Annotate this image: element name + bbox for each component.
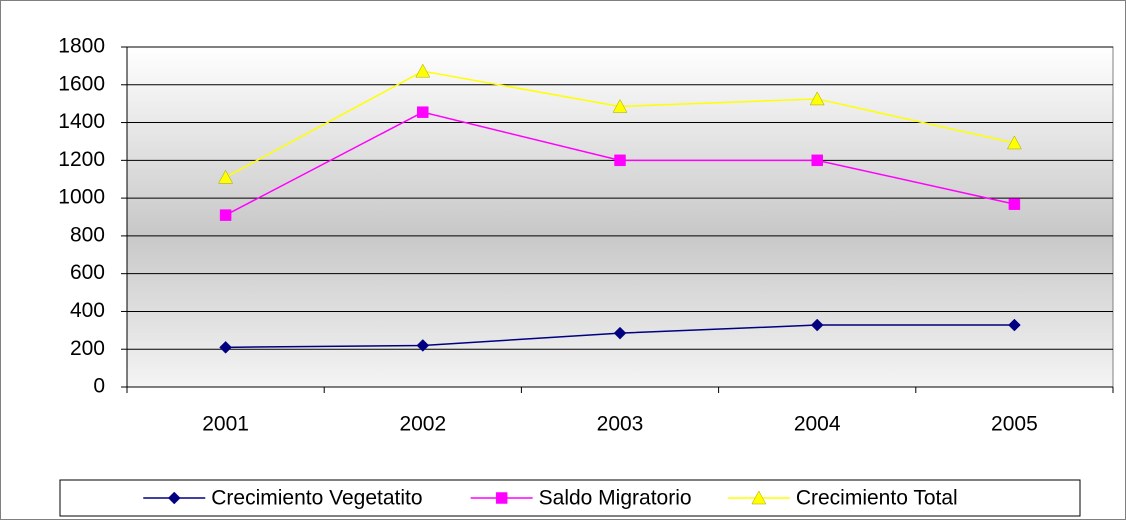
y-tick-label: 1800 (58, 35, 105, 58)
y-tick-label: 0 (93, 375, 105, 398)
marker (811, 154, 823, 167)
marker (1008, 198, 1021, 210)
y-tick-label: 600 (70, 261, 105, 284)
y-tick-label: 400 (70, 299, 105, 322)
marker (1006, 135, 1022, 150)
marker (809, 91, 825, 106)
legend-label: Saldo Migratorio (539, 487, 692, 510)
marker (810, 318, 824, 332)
marker (219, 340, 232, 354)
marker (415, 63, 431, 78)
marker (1008, 318, 1021, 332)
legend-label: Crecimiento Vegetatito (211, 487, 422, 510)
legend-box (59, 479, 1081, 517)
x-tick-label: 2004 (794, 413, 841, 436)
marker (614, 154, 626, 167)
marker (167, 491, 181, 505)
y-tick-label: 200 (70, 337, 105, 360)
marker (612, 98, 628, 113)
marker (495, 492, 508, 504)
x-tick-label: 2002 (399, 413, 446, 436)
x-tick-label: 2003 (597, 413, 644, 436)
marker (751, 490, 767, 505)
y-tick-label: 1000 (58, 186, 105, 209)
marker (218, 169, 234, 184)
y-tick-label: 1200 (58, 148, 105, 171)
y-tick-label: 1600 (58, 72, 105, 95)
marker (613, 326, 627, 340)
marker (417, 106, 429, 118)
x-tick-label: 2005 (991, 413, 1038, 436)
y-tick-label: 800 (70, 223, 105, 246)
marker (416, 339, 430, 352)
x-tick-label: 2001 (202, 413, 249, 436)
y-tick-label: 1400 (58, 110, 105, 133)
marker (219, 209, 232, 221)
legend-label: Crecimiento Total (796, 487, 958, 510)
